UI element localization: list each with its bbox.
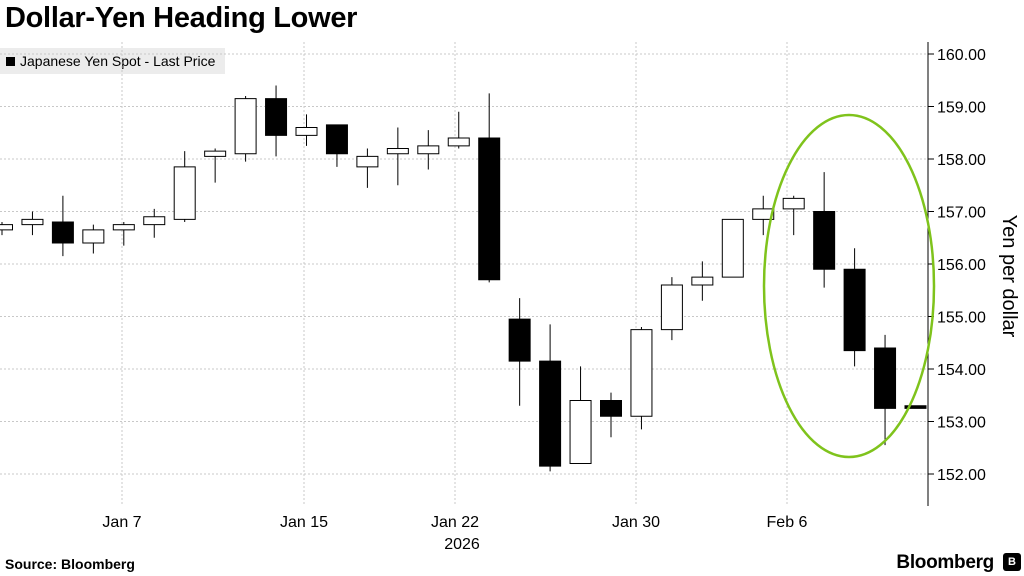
candle-body	[539, 360, 562, 467]
x-axis: Jan 7 Jan 15 Jan 22 Jan 30 Feb 6 2026	[102, 514, 807, 553]
candle-body	[508, 318, 531, 362]
y-axis: 152.00 153.00 154.00 155.00 156.00 157.00 158.…	[927, 42, 986, 506]
y-axis-label: Yen per dollar	[998, 215, 1020, 338]
y-tick-label: 158.00	[937, 152, 986, 169]
candle-body	[691, 276, 714, 286]
x-tick-sublabel: 2026	[444, 536, 480, 553]
candle-body	[660, 284, 683, 331]
chart-legend: Japanese Yen Spot - Last Price	[0, 48, 226, 74]
candle-body	[386, 148, 409, 155]
candle-series	[0, 85, 927, 472]
candle-body	[843, 268, 866, 352]
grid-lines	[0, 42, 928, 506]
candle-body	[417, 145, 440, 155]
y-tick-label: 152.00	[937, 467, 986, 484]
legend-swatch	[6, 56, 15, 66]
candle-body	[874, 347, 897, 409]
candle-body	[630, 329, 653, 417]
candle-body	[447, 137, 470, 147]
candle-body	[21, 218, 44, 226]
x-tick-label: Jan 30	[612, 514, 660, 531]
candle-body	[51, 221, 74, 244]
candle-body	[721, 218, 744, 278]
candle-body	[112, 224, 135, 231]
candle-body	[295, 127, 318, 136]
candle-body	[752, 208, 775, 220]
x-tick-label: Feb 6	[767, 514, 808, 531]
candle-body	[600, 400, 622, 417]
candle-body	[478, 137, 501, 281]
source-note: Source: Bloomberg	[5, 556, 135, 572]
x-tick-label: Jan 7	[102, 514, 141, 531]
candle-body	[204, 150, 227, 157]
y-tick-label: 159.00	[937, 100, 986, 117]
bloomberg-logo: Bloomberg	[896, 552, 994, 573]
candle-body	[82, 229, 105, 244]
y-tick-label: 157.00	[937, 205, 986, 222]
candle-body	[234, 98, 257, 155]
bloomberg-b-icon: B	[1003, 553, 1021, 571]
x-tick-label: Jan 15	[280, 514, 328, 531]
candle-body	[904, 405, 927, 409]
candle-body	[325, 124, 348, 155]
y-tick-label: 153.00	[937, 415, 986, 432]
y-tick-label: 155.00	[937, 310, 986, 327]
chart-title: Dollar-Yen Heading Lower	[5, 2, 358, 34]
legend-label: Japanese Yen Spot - Last Price	[20, 53, 216, 69]
candle-body	[265, 98, 288, 136]
candle-body	[782, 197, 805, 210]
candle-body	[143, 216, 166, 226]
candle-body	[0, 224, 13, 231]
candle-body	[173, 166, 196, 220]
x-tick-label: Jan 22	[431, 514, 479, 531]
candle-body	[569, 400, 592, 464]
y-tick-label: 156.00	[937, 257, 986, 274]
y-tick-label: 160.00	[937, 47, 986, 64]
candle-body	[356, 155, 379, 168]
candle-body	[813, 211, 836, 270]
y-tick-label: 154.00	[937, 362, 986, 379]
highlight-ellipse	[762, 113, 936, 459]
